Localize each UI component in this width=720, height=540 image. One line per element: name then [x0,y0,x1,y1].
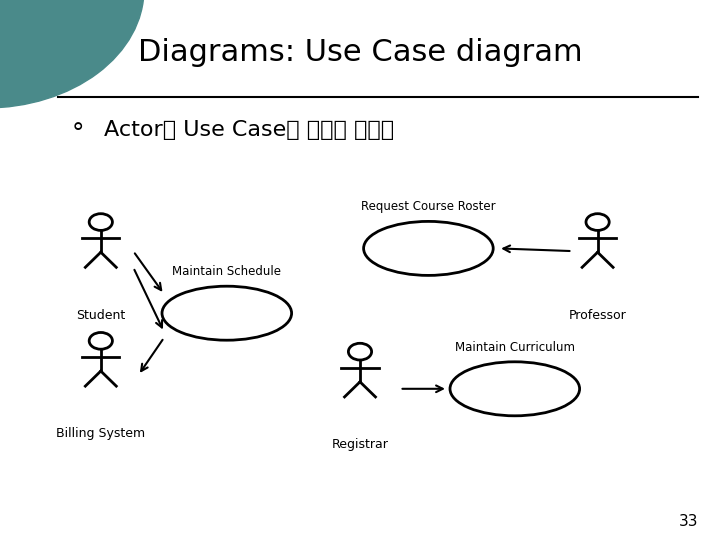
Text: °: ° [72,122,84,145]
Text: Request Course Roster: Request Course Roster [361,200,495,213]
Text: Actor와 Use Case의 관계를 도식화: Actor와 Use Case의 관계를 도식화 [104,120,395,140]
Text: Student: Student [76,309,125,322]
Circle shape [0,0,144,108]
Text: Billing System: Billing System [56,428,145,441]
Text: 33: 33 [679,514,698,529]
Text: Maintain Curriculum: Maintain Curriculum [455,341,575,354]
Text: Diagrams: Use Case diagram: Diagrams: Use Case diagram [138,38,582,67]
Text: Maintain Schedule: Maintain Schedule [172,265,282,278]
Text: Professor: Professor [569,309,626,322]
Text: Registrar: Registrar [332,438,388,451]
